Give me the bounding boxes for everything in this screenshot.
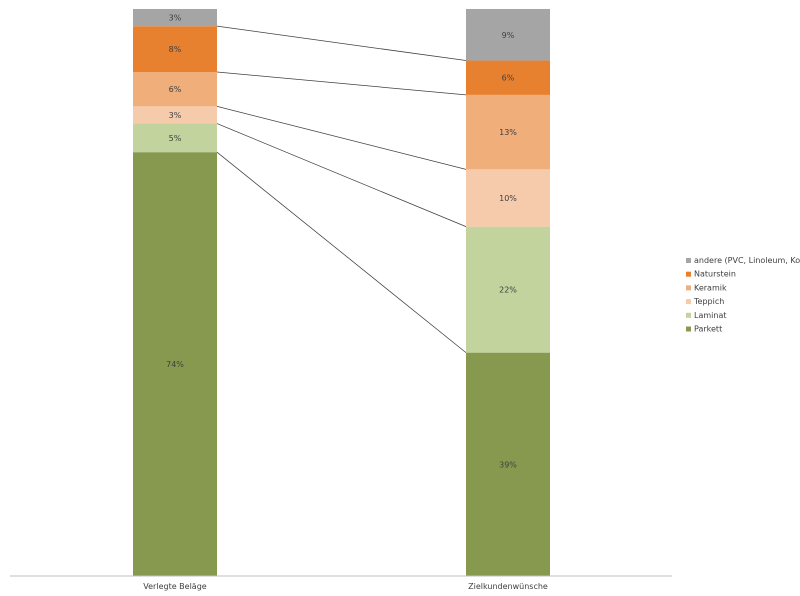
legend-item-keramik: Keramik [686,283,727,292]
series-line-laminat [216,123,467,227]
legend-item-naturstein: Naturstein [686,270,736,279]
legend-label: Teppich [693,297,724,306]
legend: andere (PVC, Linoleum, Kork) Naturstein Ke… [686,256,800,334]
bar-teppich-verlegte-bel-ge [133,106,217,124]
legend-swatch [686,258,691,263]
bar-teppich-zielkundenw-nsche [466,169,550,227]
bars-group [133,9,550,576]
legend-swatch [686,285,691,291]
series-line-parkett [216,151,467,353]
legend-swatch [686,271,691,277]
bar-andere-pvc-linoleum-kork-zielkundenw-nsche [466,9,550,61]
bar-naturstein-verlegte-bel-ge [133,26,217,73]
bar-andere-pvc-linoleum-kork-verlegte-bel-ge [133,9,217,27]
legend-label: andere (PVC, Linoleum, Kork) [694,256,800,265]
data-label-teppich-verlegte-bel-ge: 3% [169,111,182,120]
data-label-andere-pvc-linoleum-kork-zielkundenw-nsche: 9% [502,31,515,40]
bar-laminat-verlegte-bel-ge [133,123,217,153]
legend-item-parkett: Parkett [686,325,722,334]
data-label-andere-pvc-linoleum-kork-verlegte-bel-ge: 3% [169,14,182,23]
legend-label: Laminat [694,311,726,320]
data-label-naturstein-zielkundenw-nsche: 6% [502,74,515,83]
data-label-naturstein-verlegte-bel-ge: 8% [169,45,182,54]
bar-naturstein-zielkundenw-nsche [466,60,550,95]
bar-parkett-verlegte-bel-ge [133,152,217,576]
bar-laminat-zielkundenw-nsche [466,226,550,353]
data-labels-group: 74% 5% 3% 6% 8% 3% 39% 22% 10% 13% 6% 9% [166,14,517,470]
bar-keramik-zielkundenw-nsche [466,94,550,170]
category-label-zielkundenw-nsche: Zielkundenwünsche [468,582,548,591]
data-label-parkett-zielkundenw-nsche: 39% [499,460,517,469]
data-label-keramik-zielkundenw-nsche: 13% [499,128,517,137]
legend-item-laminat: Laminat [686,311,726,320]
legend-item-teppich: Teppich [686,297,724,306]
series-lines [216,25,467,353]
legend-swatch [686,299,691,305]
legend-item-andere-pvc-linoleum-kork: andere (PVC, Linoleum, Kork) [686,256,800,265]
legend-label: Parkett [694,325,722,334]
legend-swatch [686,326,691,332]
data-label-laminat-verlegte-bel-ge: 5% [169,134,182,143]
category-label-verlegte-bel-ge: Verlegte Beläge [143,582,207,591]
data-label-teppich-zielkundenw-nsche: 10% [499,194,517,203]
category-labels-group: Verlegte Beläge Zielkundenwünsche [143,582,548,591]
series-line-keramik [216,71,467,96]
bar-parkett-zielkundenw-nsche [466,352,550,576]
data-label-parkett-verlegte-bel-ge: 74% [166,360,184,369]
bar-keramik-verlegte-bel-ge [133,72,217,107]
series-line-teppich [216,106,467,170]
legend-label: Naturstein [694,270,736,279]
legend-swatch [686,312,691,318]
data-label-laminat-zielkundenw-nsche: 22% [499,286,517,295]
legend-label: Keramik [694,283,727,292]
series-line-naturstein [216,25,467,61]
data-label-keramik-verlegte-bel-ge: 6% [169,85,182,94]
